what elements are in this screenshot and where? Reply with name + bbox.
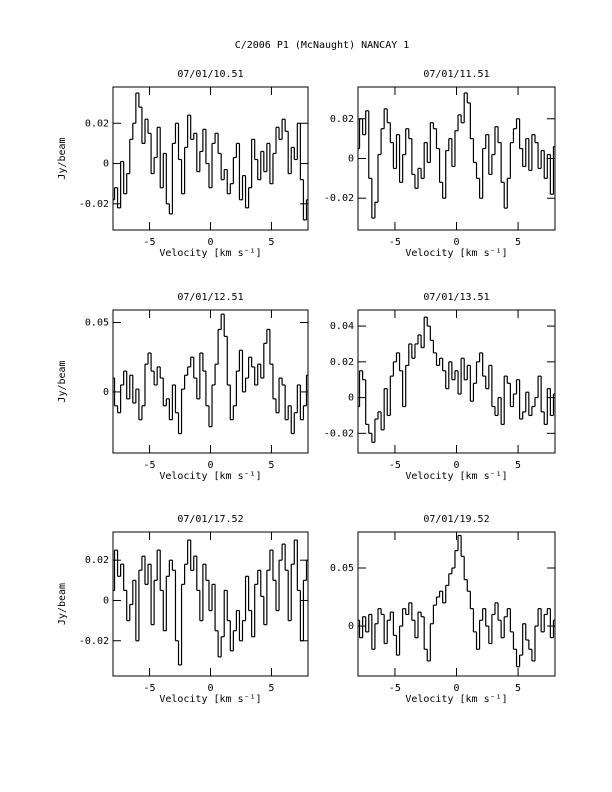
x-axis-label: Velocity [km s⁻¹]: [405, 471, 507, 482]
panel: 07/01/10.51 -5 0 5 -0.02 0 0.02 Velocity [km s⁻…: [57, 69, 309, 259]
panel-title: 07/01/10.51: [177, 69, 243, 80]
y-tick-label: 0.04: [330, 321, 354, 332]
panel-title: 07/01/11.51: [423, 69, 489, 80]
y-tick-label: 0.05: [85, 317, 109, 328]
y-axis-label: Jy/beam: [57, 137, 68, 179]
panel-title: 07/01/12.51: [177, 292, 243, 303]
x-tick-label: 5: [268, 460, 274, 471]
y-tick-label: 0: [103, 159, 109, 170]
panel-title: 07/01/13.51: [423, 292, 489, 303]
x-axis-label: Velocity [km s⁻¹]: [405, 248, 507, 259]
y-tick-label: -0.02: [79, 199, 109, 210]
x-tick-label: -5: [389, 683, 401, 694]
y-tick-label: 0.02: [330, 114, 354, 125]
y-tick-label: -0.02: [79, 636, 109, 647]
panel-title: 07/01/17.52: [177, 514, 243, 525]
y-tick-label: 0.02: [85, 555, 109, 566]
x-axis-label: Velocity [km s⁻¹]: [159, 471, 261, 482]
y-tick-label: -0.02: [324, 193, 354, 204]
x-tick-label: 0: [207, 683, 213, 694]
y-tick-label: 0.05: [330, 563, 354, 574]
panel-title: 07/01/19.52: [423, 514, 489, 525]
x-tick-label: 0: [207, 460, 213, 471]
plot-frame: [357, 309, 556, 454]
y-tick-label: 0: [348, 621, 354, 632]
panel: 07/01/17.52 -5 0 5 -0.02 0 0.02 Velocity [km s⁻…: [57, 514, 309, 705]
plot-frame: [357, 531, 556, 677]
panel: 07/01/12.51 -5 0 5 0 0.05 Velocity [km s⁻¹] Jy/…: [57, 292, 309, 482]
x-tick-label: 0: [453, 460, 459, 471]
y-tick-label: -0.02: [324, 428, 354, 439]
y-tick-label: 0.02: [85, 118, 109, 129]
y-tick-label: 0: [348, 393, 354, 404]
x-tick-label: -5: [389, 237, 401, 248]
y-axis-label: Jy/beam: [57, 360, 68, 402]
x-tick-label: 5: [268, 683, 274, 694]
x-tick-label: -5: [144, 237, 156, 248]
x-axis-label: Velocity [km s⁻¹]: [159, 248, 261, 259]
x-tick-label: 5: [515, 460, 521, 471]
x-tick-label: 5: [515, 237, 521, 248]
x-axis-label: Velocity [km s⁻¹]: [159, 694, 261, 705]
y-tick-label: 0: [103, 387, 109, 398]
panel: 07/01/11.51 -5 0 5 -0.02 0 0.02 Velocity [km s⁻…: [324, 69, 556, 259]
x-tick-label: -5: [144, 683, 156, 694]
x-tick-label: 5: [268, 237, 274, 248]
x-tick-label: 5: [515, 683, 521, 694]
panel: 07/01/13.51 -5 0 5 -0.02 0 0.02 0.04 Velocity [k…: [324, 292, 556, 482]
x-tick-label: -5: [389, 460, 401, 471]
x-tick-label: 0: [453, 237, 459, 248]
x-tick-label: 0: [453, 683, 459, 694]
x-axis-label: Velocity [km s⁻¹]: [405, 694, 507, 705]
panel: 07/01/19.52 -5 0 5 0 0.05 Velocity [km s⁻¹]: [330, 514, 556, 705]
y-tick-label: 0: [103, 595, 109, 606]
y-tick-label: 0: [348, 154, 354, 165]
page-title: C/2006 P1 (McNaught) NANCAY 1: [235, 40, 410, 51]
x-tick-label: 0: [207, 237, 213, 248]
y-axis-label: Jy/beam: [57, 583, 68, 625]
y-tick-label: 0.02: [330, 357, 354, 368]
x-tick-label: -5: [144, 460, 156, 471]
